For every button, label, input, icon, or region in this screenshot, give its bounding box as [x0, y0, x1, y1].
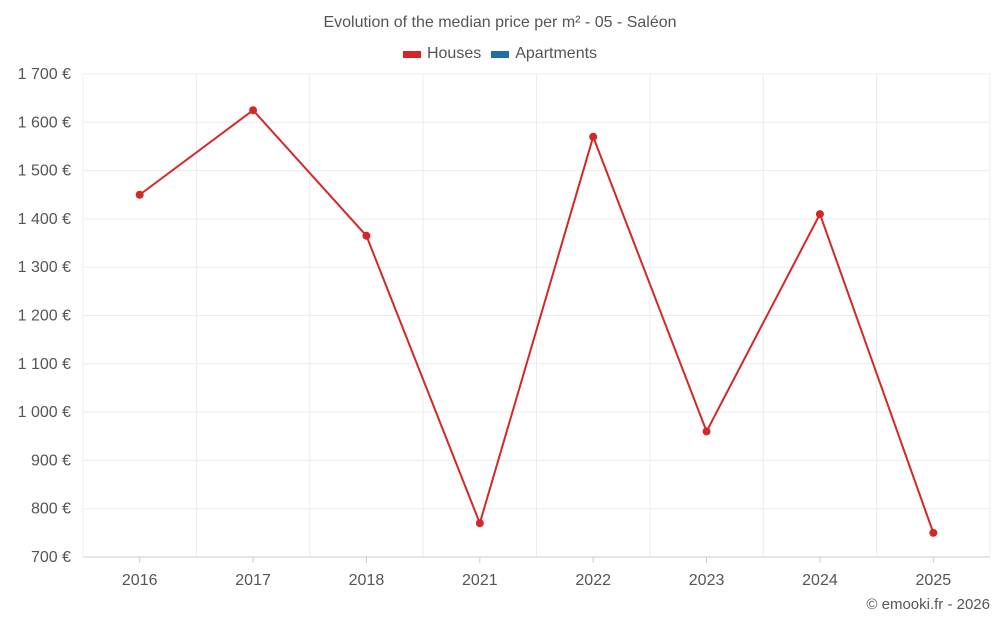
legend-swatch-houses	[402, 50, 421, 58]
data-point	[815, 210, 824, 219]
legend-item-houses[interactable]: Houses	[402, 45, 482, 63]
y-tick-label: 1 600 €	[18, 114, 71, 131]
y-tick-label: 700 €	[31, 549, 71, 566]
x-tick-label: 2023	[689, 572, 725, 589]
legend: Houses Apartments	[0, 45, 1000, 63]
y-tick-label: 800 €	[31, 501, 71, 518]
data-point	[929, 528, 938, 537]
x-tick-label: 2022	[575, 572, 611, 589]
x-tick-label: 2024	[802, 572, 838, 589]
y-tick-label: 900 €	[31, 452, 71, 469]
y-tick-label: 1 700 €	[18, 66, 71, 83]
chart-title: Evolution of the median price per m² - 0…	[323, 14, 677, 31]
legend-swatch-apartments	[491, 50, 510, 58]
y-tick-label: 1 100 €	[18, 356, 71, 373]
data-point	[702, 427, 711, 436]
y-tick-label: 1 000 €	[18, 404, 71, 421]
x-tick-label: 2016	[122, 572, 158, 589]
data-point	[135, 190, 144, 199]
data-point	[589, 132, 598, 141]
data-point	[475, 519, 484, 528]
legend-item-apartments[interactable]: Apartments	[491, 45, 597, 63]
y-tick-label: 1 500 €	[18, 163, 71, 180]
data-point	[362, 231, 371, 240]
credit-text: © emooki.fr - 2026	[866, 596, 990, 613]
y-tick-label: 1 300 €	[18, 259, 71, 276]
series-line-houses	[139, 108, 935, 534]
x-tick-label: 2025	[916, 572, 952, 589]
legend-label-apartments: Apartments	[515, 45, 598, 62]
y-tick-label: 1 400 €	[18, 211, 71, 228]
x-tick-label: 2018	[349, 572, 385, 589]
data-point	[249, 106, 258, 115]
y-tick-label: 1 200 €	[18, 308, 71, 325]
x-tick-label: 2021	[462, 572, 498, 589]
legend-label-houses: Houses	[426, 45, 482, 62]
x-tick-label: 2017	[235, 572, 271, 589]
